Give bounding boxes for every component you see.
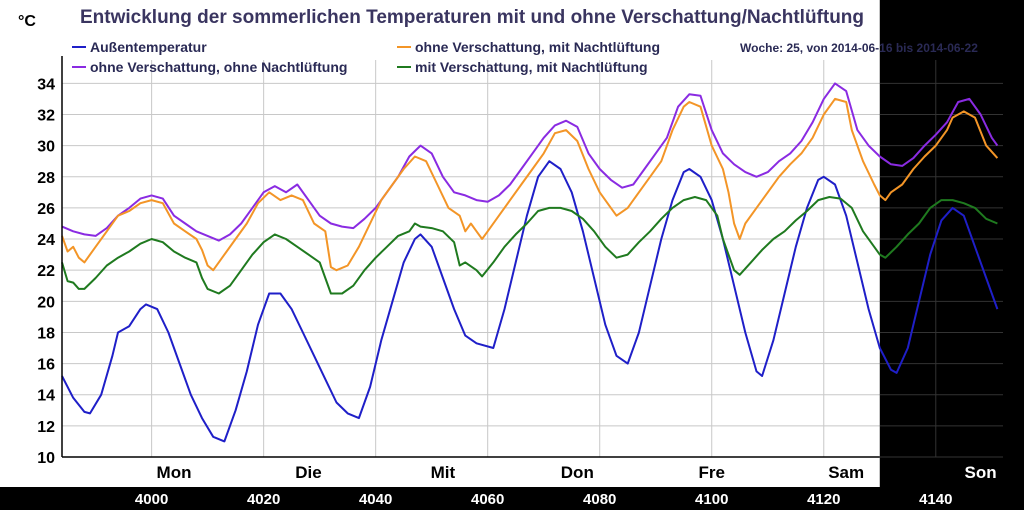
y-tick-label: 10 bbox=[37, 450, 55, 467]
y-tick-label: 24 bbox=[37, 232, 55, 249]
y-tick-labels: 10 12 14 16 18 20 22 24 26 28 30 32 34 bbox=[37, 76, 55, 467]
y-tick-label: 16 bbox=[37, 357, 55, 374]
y-tick-label: 26 bbox=[37, 201, 55, 218]
bottom-axis-band bbox=[0, 487, 1024, 510]
series-lines bbox=[61, 82, 999, 443]
y-tick-label: 18 bbox=[37, 325, 55, 342]
hour-tick-label: 4000 bbox=[135, 491, 168, 508]
y-tick-label: 20 bbox=[37, 294, 55, 311]
hour-tick-label: 4060 bbox=[471, 491, 504, 508]
day-label: Mit bbox=[431, 463, 456, 482]
series-line-3 bbox=[61, 82, 999, 242]
day-label: Son bbox=[965, 463, 997, 482]
legend-label-4: mit Verschattung, mit Nachtlüftung bbox=[415, 59, 648, 75]
chart-title: Entwicklung der sommerlichen Temperature… bbox=[80, 7, 864, 28]
day-labels: Mon Die Mit Don Fre Sam Son bbox=[157, 463, 997, 482]
y-tick-label: 34 bbox=[37, 76, 55, 93]
y-tick-label: 14 bbox=[37, 388, 55, 405]
legend-label-3: ohne Verschattung, ohne Nachtlüftung bbox=[90, 59, 347, 75]
hour-tick-labels: 4000 4020 4040 4060 4080 4100 4120 4140 bbox=[135, 491, 953, 508]
legend-label-1: Außentemperatur bbox=[90, 39, 207, 55]
hour-tick-label: 4100 bbox=[695, 491, 728, 508]
hour-tick-label: 4040 bbox=[359, 491, 392, 508]
legend: Außentemperatur ohne Verschattung, mit Na… bbox=[72, 39, 660, 75]
future-shaded-region bbox=[879, 0, 1024, 510]
series-line-4 bbox=[61, 196, 998, 295]
y-tick-label: 22 bbox=[37, 263, 55, 280]
day-label: Sam bbox=[828, 463, 864, 482]
series-line-2 bbox=[61, 97, 999, 272]
series-line-1 bbox=[61, 160, 999, 443]
y-tick-label: 28 bbox=[37, 170, 55, 187]
y-tick-label: 32 bbox=[37, 107, 55, 124]
y-tick-label: 30 bbox=[37, 139, 55, 156]
hour-tick-label: 4140 bbox=[919, 491, 952, 508]
y-tick-label: 12 bbox=[37, 419, 55, 436]
legend-label-2: ohne Verschattung, mit Nachtlüftung bbox=[415, 39, 660, 55]
day-label: Don bbox=[561, 463, 594, 482]
day-label: Mon bbox=[157, 463, 192, 482]
day-label: Die bbox=[295, 463, 321, 482]
day-label: Fre bbox=[699, 463, 725, 482]
hour-tick-label: 4080 bbox=[583, 491, 616, 508]
y-axis-unit: °C bbox=[18, 13, 36, 30]
hour-tick-label: 4120 bbox=[807, 491, 840, 508]
week-info: Woche: 25, von 2014-06-16 bis 2014-06-22 bbox=[740, 41, 978, 55]
hour-tick-label: 4020 bbox=[247, 491, 280, 508]
